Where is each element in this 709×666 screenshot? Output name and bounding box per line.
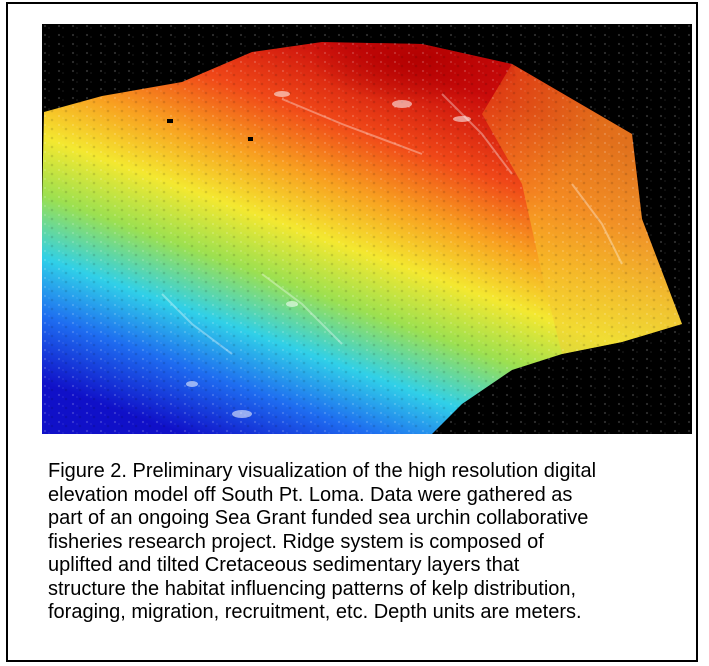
figure-caption: Figure 2. Preliminary visualization of t… [48, 460, 688, 625]
caption-line: elevation model off South Pt. Loma. Data… [48, 483, 573, 506]
caption-line: structure the habitat influencing patter… [48, 577, 577, 600]
figure-frame: -5-10-15-20-25-30-35 Figure 2. Prelimina… [6, 2, 698, 662]
caption-line: part of an ongoing Sea Grant funded sea … [48, 507, 589, 529]
caption-line: uplifted and tilted Cretaceous sedimenta… [48, 554, 520, 576]
elevation-visualization: -5-10-15-20-25-30-35 [42, 24, 692, 434]
depth-colorbar: -5-10-15-20-25-30-35 [660, 57, 692, 434]
caption-line: Figure 2. Preliminary visualization of t… [48, 460, 597, 482]
caption-line: fisheries research project. Ridge system… [48, 530, 544, 553]
terrain-surface [42, 24, 692, 434]
caption-line: foraging, migration, recruitment, etc. D… [48, 601, 582, 623]
